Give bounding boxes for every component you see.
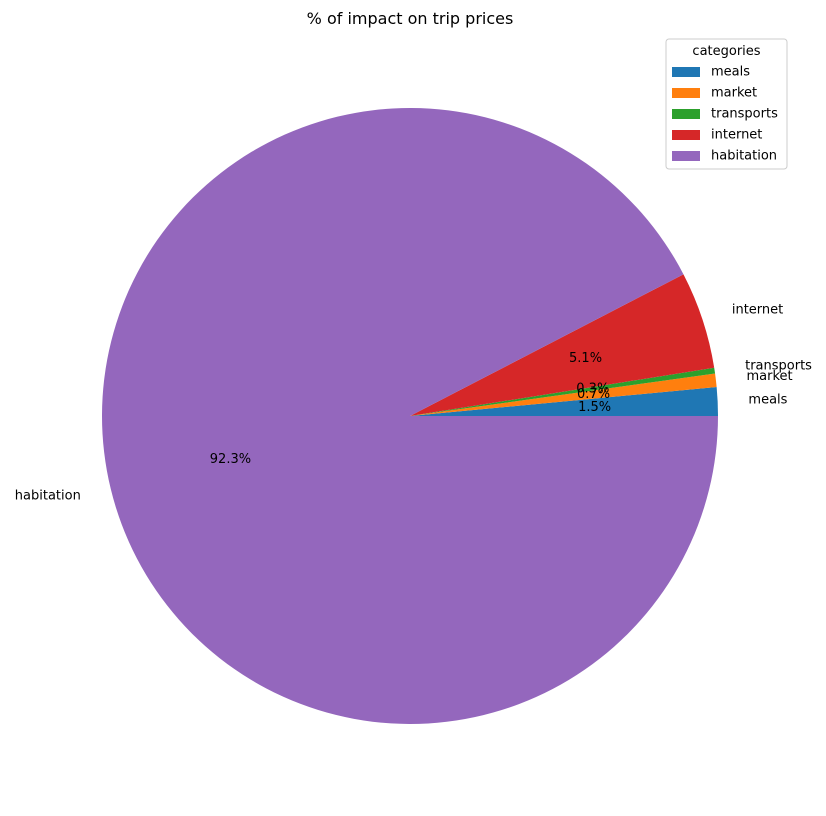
legend-swatch-internet (672, 130, 700, 140)
pie-percent-labels: 1.5%0.7%0.3% 5.1% 92.3% (210, 351, 611, 467)
legend-label-habitation: habitation (711, 149, 777, 164)
pct-label-transports: 0.3% (576, 381, 609, 396)
pct-label-market: 0.7% (577, 387, 610, 402)
slice-label-internet: internet (732, 303, 783, 318)
pct-label-meals: 1.5% (578, 400, 611, 415)
pie-slice-transports (410, 367, 716, 416)
legend: categories meals market transports internet… (665, 38, 788, 170)
slice-label-habitation: habitation (15, 489, 81, 504)
legend-label-transports: transports (711, 107, 778, 122)
legend-title: categories (692, 44, 760, 59)
pie-slice-habitation (102, 108, 719, 725)
legend-label-meals: meals (711, 65, 750, 80)
slice-label-transports: transports (745, 359, 812, 374)
pie-slice-meals (410, 386, 718, 416)
slice-label-meals: meals (748, 393, 787, 408)
legend-swatch-habitation (672, 151, 700, 161)
legend-swatch-transports (672, 109, 700, 119)
pie-slice-market (410, 373, 717, 416)
legend-swatch-meals (672, 67, 700, 77)
pct-label-internet: 5.1% (569, 351, 602, 366)
pie-slice-internet (410, 274, 715, 416)
pct-label-habitation: 92.3% (210, 452, 251, 467)
pie-slices (102, 108, 719, 725)
legend-items: meals market transports internet habitation (672, 65, 778, 164)
legend-label-market: market (711, 86, 757, 101)
slice-label-market: market (747, 369, 793, 384)
chart-title: % of impact on trip prices (307, 9, 514, 28)
legend-label-internet: internet (711, 128, 762, 143)
legend-swatch-market (672, 88, 700, 98)
